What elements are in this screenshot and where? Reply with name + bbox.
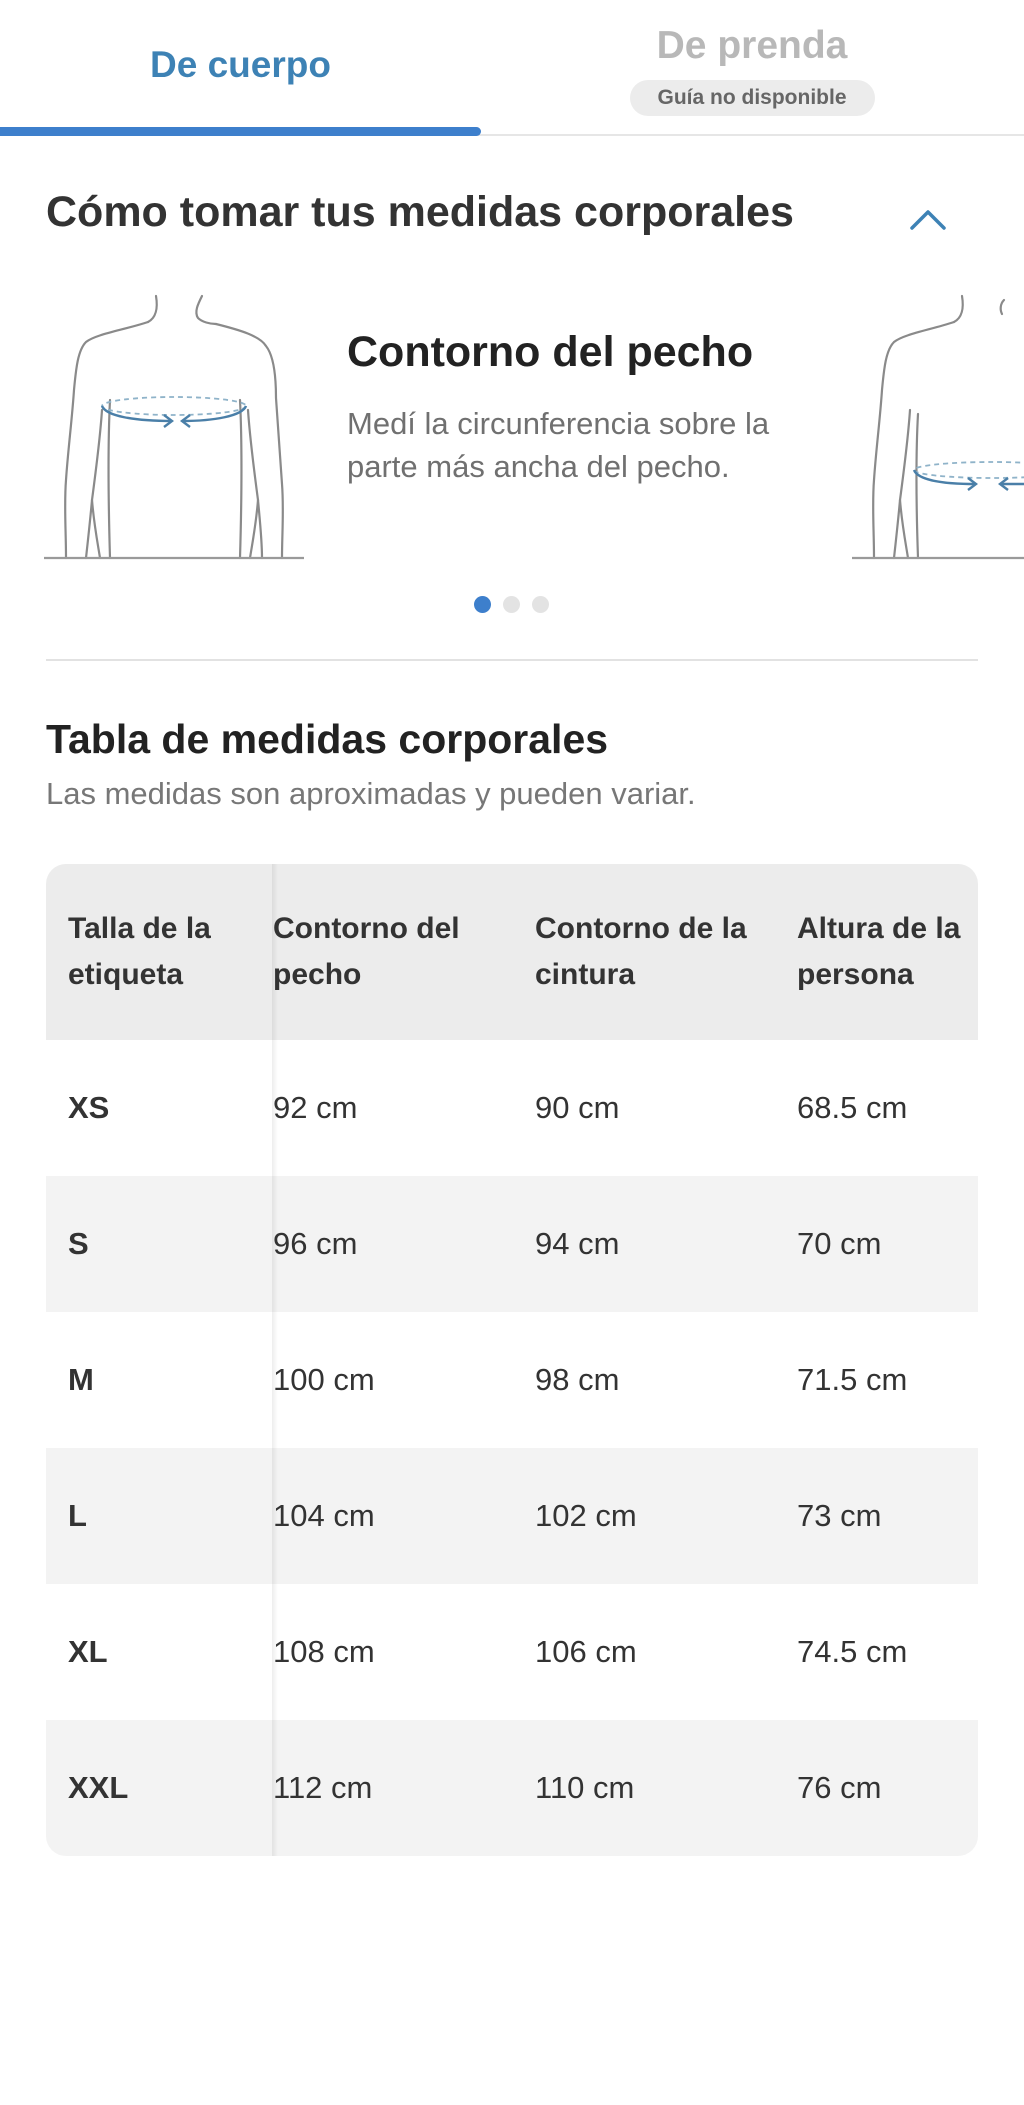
chest-cell: 108 cm (273, 1634, 375, 1669)
table-row: XXL 112 cm 110 cm 76 cm (46, 1720, 978, 1856)
table-header-row: Talla de la etiqueta Contorno del pecho … (46, 864, 978, 1040)
active-tab-indicator (0, 127, 481, 136)
waist-measurement-illustration (852, 294, 1024, 560)
table-row: L 104 cm 102 cm 73 cm (46, 1448, 978, 1584)
collapse-button[interactable] (906, 200, 950, 240)
chest-cell: 100 cm (273, 1362, 375, 1397)
waist-cell: 94 cm (535, 1226, 620, 1261)
size-cell: XXL (68, 1770, 129, 1805)
table-row: M 100 cm 98 cm 71.5 cm (46, 1312, 978, 1448)
pagination-dot[interactable] (532, 596, 549, 613)
size-cell: XL (68, 1634, 108, 1669)
chest-cell: 92 cm (273, 1090, 358, 1125)
waist-cell: 106 cm (535, 1634, 637, 1669)
height-cell: 68.5 cm (797, 1090, 908, 1125)
tab-label: De cuerpo (150, 44, 331, 85)
carousel-pagination (474, 596, 549, 613)
chest-cell: 112 cm (273, 1770, 373, 1805)
waist-cell: 102 cm (535, 1498, 637, 1533)
header-cell-chest: Contorno del pecho (273, 912, 460, 991)
height-cell: 76 cm (797, 1770, 882, 1805)
size-cell: S (68, 1226, 89, 1261)
unavailable-badge: Guía no disponible (629, 80, 875, 116)
size-table-title: Tabla de medidas corporales (46, 716, 609, 762)
header-cell-waist: Contorno de la cintura (535, 912, 747, 991)
pagination-dot[interactable] (503, 596, 520, 613)
howto-title: Cómo tomar tus medidas corporales (46, 188, 794, 236)
size-table-subtitle: Las medidas son aproximadas y pueden var… (46, 776, 696, 811)
section-divider (46, 659, 978, 661)
slide-title: Contorno del pecho (347, 328, 754, 376)
slide-description: Medí la circunferencia sobre la parte má… (347, 406, 770, 484)
chevron-up-icon (910, 210, 946, 230)
header-cell-height: Altura de la persona (797, 912, 961, 991)
measurement-carousel[interactable]: Contorno del pecho Medí la circunferenci… (0, 290, 1024, 580)
tab-de-prenda[interactable]: De prenda Guía no disponible (540, 0, 964, 136)
size-table: Talla de la etiqueta Contorno del pecho … (46, 864, 978, 1856)
size-cell: XS (68, 1090, 110, 1125)
chest-measurement-illustration (44, 294, 304, 560)
height-cell: 73 cm (797, 1498, 882, 1533)
table-row: S 96 cm 94 cm 70 cm (46, 1176, 978, 1312)
size-cell: L (68, 1498, 87, 1533)
table-row: XS 92 cm 90 cm 68.5 cm (46, 1040, 978, 1176)
size-cell: M (68, 1362, 94, 1397)
chest-cell: 96 cm (273, 1226, 358, 1261)
height-cell: 70 cm (797, 1226, 882, 1261)
waist-cell: 90 cm (535, 1090, 620, 1125)
tab-bar: De cuerpo De prenda Guía no disponible (0, 0, 1024, 136)
chest-cell: 104 cm (273, 1498, 375, 1533)
pagination-dot[interactable] (474, 596, 491, 613)
table-row: XL 108 cm 106 cm 74.5 cm (46, 1584, 978, 1720)
height-cell: 74.5 cm (797, 1634, 908, 1669)
tab-de-cuerpo[interactable]: De cuerpo (0, 0, 481, 136)
tab-label: De prenda (656, 24, 848, 67)
waist-cell: 110 cm (535, 1770, 635, 1805)
waist-cell: 98 cm (535, 1362, 620, 1397)
header-cell-size: Talla de la etiqueta (68, 912, 211, 991)
height-cell: 71.5 cm (797, 1362, 908, 1397)
